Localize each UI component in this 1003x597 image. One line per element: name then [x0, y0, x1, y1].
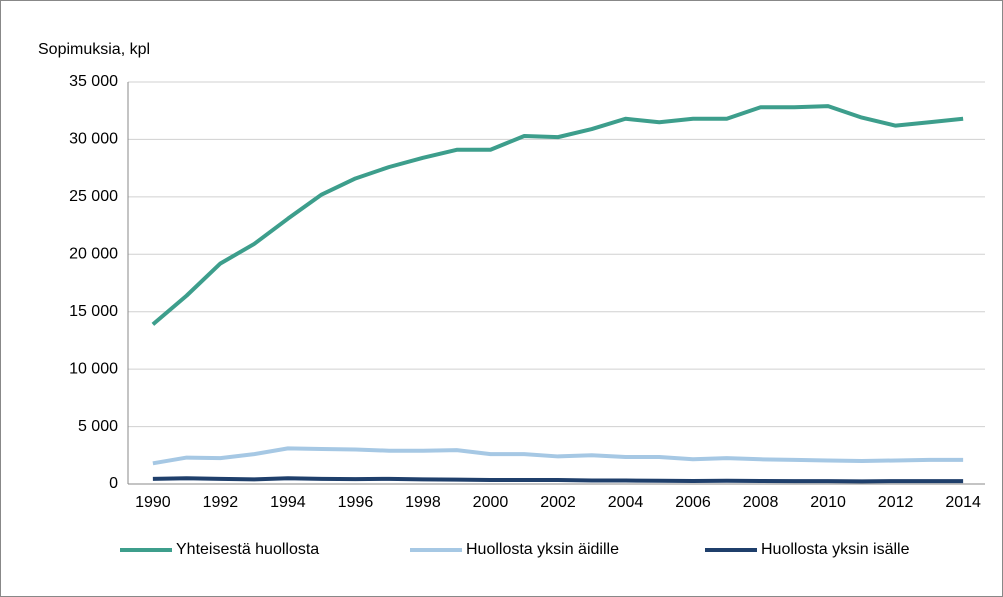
y-tick-label: 30 000: [69, 131, 118, 148]
x-tick-label: 2008: [743, 494, 779, 511]
x-tick-label: 1992: [203, 494, 239, 511]
x-tick-label: 2004: [608, 494, 644, 511]
x-tick-label: 2010: [810, 494, 846, 511]
y-tick-label: 35 000: [69, 73, 118, 90]
y-tick-label: 5 000: [78, 418, 118, 435]
y-tick-label: 25 000: [69, 188, 118, 205]
series-line: [152, 446, 964, 466]
x-tick-label: 2012: [878, 494, 914, 511]
x-tick-label: 2006: [675, 494, 711, 511]
x-tick-label: 1998: [405, 494, 441, 511]
legend-label: Huollosta yksin isälle: [761, 541, 910, 558]
y-axis-label: Sopimuksia, kpl: [38, 41, 150, 58]
x-tick-label: 1996: [338, 494, 374, 511]
y-tick-label: 10 000: [69, 360, 118, 377]
x-tick-label: 1990: [135, 494, 171, 511]
x-tick-label: 2000: [473, 494, 509, 511]
x-tick-label: 1994: [270, 494, 306, 511]
y-tick-label: 0: [109, 475, 118, 492]
y-tick-label: 20 000: [69, 246, 118, 263]
series-line: [152, 476, 964, 484]
series-line: [151, 104, 964, 326]
legend-label: Yhteisestä huollosta: [176, 541, 319, 558]
legend-label: Huollosta yksin äidille: [466, 541, 619, 558]
y-tick-label: 15 000: [69, 303, 118, 320]
x-tick-label: 2014: [945, 494, 981, 511]
x-tick-label: 2002: [540, 494, 576, 511]
